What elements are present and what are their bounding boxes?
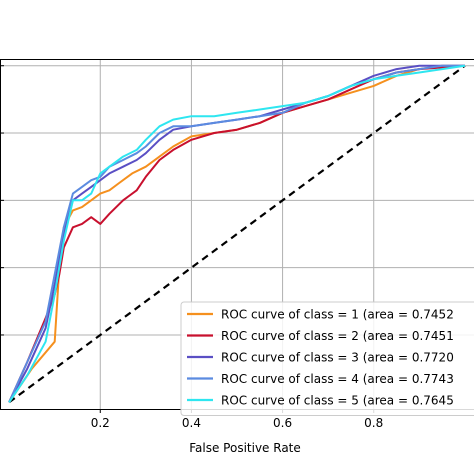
x-tick-label: 0.8 xyxy=(364,416,383,430)
legend: ROC curve of class = 1 (area = 0.7452 ROC… xyxy=(180,301,474,416)
chance-baseline xyxy=(8,64,466,404)
legend-items: ROC curve of class = 1 (area = 0.7452 ROC… xyxy=(187,308,454,408)
y-ticks xyxy=(0,65,4,336)
x-tick-label: 0.6 xyxy=(273,416,292,430)
legend-box xyxy=(180,301,474,416)
legend-label-class-4: ROC curve of class = 4 (area = 0.7743 xyxy=(221,372,454,386)
legend-label-class-1: ROC curve of class = 1 (area = 0.7452 xyxy=(221,308,454,322)
x-tick-label: 0.2 xyxy=(91,416,110,430)
legend-label-class-5: ROC curve of class = 5 (area = 0.7645 xyxy=(221,394,454,408)
x-tick-label: 0.4 xyxy=(182,416,201,430)
x-axis-label: False Positive Rate xyxy=(189,441,301,455)
legend-label-class-3: ROC curve of class = 3 (area = 0.7720 xyxy=(221,351,454,365)
series-layer xyxy=(8,64,466,403)
x-ticks: 0.2 0.4 0.6 0.8 xyxy=(91,409,383,430)
roc-line-class-2 xyxy=(8,64,465,403)
baseline-layer xyxy=(8,64,466,404)
roc-line-class-5 xyxy=(8,64,466,403)
legend-label-class-2: ROC curve of class = 2 (area = 0.7451 xyxy=(221,329,454,343)
